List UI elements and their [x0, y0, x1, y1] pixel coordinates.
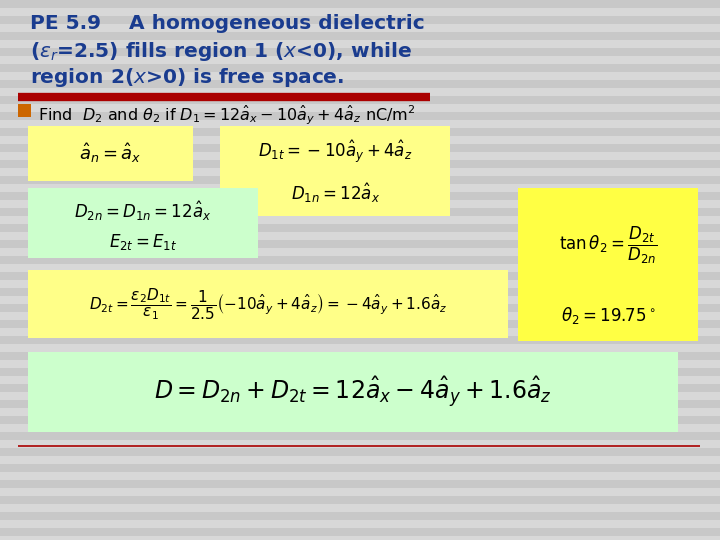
Bar	[0, 224, 720, 232]
Bar	[0, 304, 720, 312]
Bar	[28, 352, 678, 432]
Text: $D_{2t} = \dfrac{\varepsilon_2 D_{1t}}{\varepsilon_1} = \dfrac{1}{2.5}\left(-10\: $D_{2t} = \dfrac{\varepsilon_2 D_{1t}}{\…	[89, 286, 447, 322]
Bar	[0, 336, 720, 344]
Bar	[0, 480, 720, 488]
Bar	[0, 48, 720, 56]
Bar	[0, 288, 720, 296]
Text: $D = D_{2n} + D_{2t} = 12\hat{a}_x - 4\hat{a}_y + 1.6\hat{a}_z$: $D = D_{2n} + D_{2t} = 12\hat{a}_x - 4\h…	[154, 374, 552, 409]
Bar	[0, 16, 720, 24]
Bar	[0, 208, 720, 216]
Bar	[0, 160, 720, 168]
Bar	[0, 240, 720, 248]
Bar	[0, 352, 720, 360]
Bar	[0, 96, 720, 104]
Text: $E_{2t} = E_{1t}$: $E_{2t} = E_{1t}$	[109, 232, 177, 252]
Bar	[18, 104, 31, 117]
Bar	[0, 448, 720, 456]
Bar	[0, 256, 720, 264]
Bar	[0, 368, 720, 376]
Text: ($\varepsilon_r$=2.5) fills region 1 ($x$<0), while: ($\varepsilon_r$=2.5) fills region 1 ($x…	[30, 40, 412, 63]
Bar	[0, 416, 720, 424]
Text: PE 5.9    A homogeneous dielectric: PE 5.9 A homogeneous dielectric	[30, 14, 425, 33]
Bar	[28, 188, 258, 258]
Bar	[0, 80, 720, 88]
Bar	[0, 176, 720, 184]
Text: $D_{1n} = 12\hat{a}_x$: $D_{1n} = 12\hat{a}_x$	[290, 181, 379, 205]
Bar	[0, 432, 720, 440]
Text: $D_{2n} = D_{1n} = 12\hat{a}_x$: $D_{2n} = D_{1n} = 12\hat{a}_x$	[74, 199, 212, 223]
Text: $\theta_2 = 19.75^\circ$: $\theta_2 = 19.75^\circ$	[561, 306, 655, 327]
Bar	[0, 128, 720, 136]
Bar	[0, 272, 720, 280]
Text: $D_{1t} = -10\hat{a}_y + 4\hat{a}_z$: $D_{1t} = -10\hat{a}_y + 4\hat{a}_z$	[258, 139, 413, 165]
Text: Find  $D_2$ and $\theta_2$ if $D_1 = 12\hat{a}_x - 10\hat{a}_y + 4\hat{a}_z$ nC/: Find $D_2$ and $\theta_2$ if $D_1 = 12\h…	[38, 103, 415, 126]
Bar	[0, 112, 720, 120]
Text: $\tan\theta_2 = \dfrac{D_{2t}}{D_{2n}}$: $\tan\theta_2 = \dfrac{D_{2t}}{D_{2n}}$	[559, 225, 657, 266]
Text: $\hat{a}_n = \hat{a}_x$: $\hat{a}_n = \hat{a}_x$	[78, 141, 141, 165]
Bar	[28, 126, 193, 181]
Bar	[0, 464, 720, 472]
Bar	[0, 0, 720, 8]
Bar	[220, 126, 450, 216]
Bar	[0, 64, 720, 72]
Bar	[0, 512, 720, 520]
Text: region 2($x$>0) is free space.: region 2($x$>0) is free space.	[30, 66, 344, 89]
Bar	[0, 384, 720, 392]
Bar	[0, 192, 720, 200]
Bar	[0, 320, 720, 328]
Bar	[28, 270, 508, 338]
Bar	[518, 188, 698, 341]
Bar	[0, 528, 720, 536]
Bar	[0, 400, 720, 408]
Bar	[0, 496, 720, 504]
Bar	[0, 32, 720, 40]
Bar	[0, 144, 720, 152]
